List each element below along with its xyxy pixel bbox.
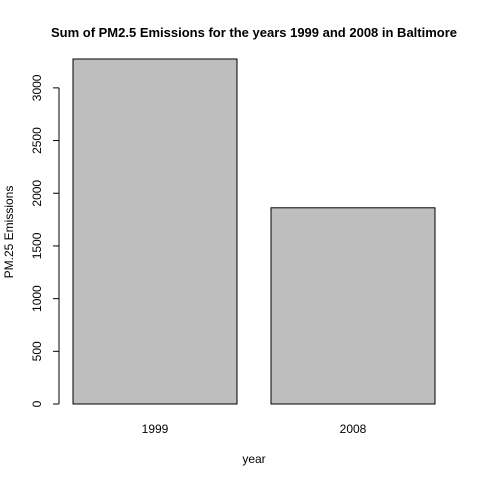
y-tick-label-2000: 2000 [30,180,44,207]
x-tick-label-1999: 1999 [142,422,169,436]
bar-2008 [270,207,436,405]
y-tick-label-3000: 3000 [30,74,44,101]
y-tick-label-500: 500 [30,341,44,361]
bars-group [72,58,436,405]
chart-title: Sum of PM2.5 Emissions for the years 199… [51,25,457,40]
x-axis-labels: 1999 2008 [142,422,367,436]
y-tick-label-0: 0 [30,400,44,407]
bar-1999 [72,58,238,405]
x-axis-label: year [242,452,265,466]
x-tick-label-2008: 2008 [340,422,367,436]
y-axis-label: PM.25 Emissions [2,186,16,279]
y-tick-label-2500: 2500 [30,127,44,154]
y-axis: 0 500 1000 1500 2000 2500 3000 [30,74,60,407]
y-tick-label-1500: 1500 [30,232,44,259]
y-tick-label-1000: 1000 [30,285,44,312]
